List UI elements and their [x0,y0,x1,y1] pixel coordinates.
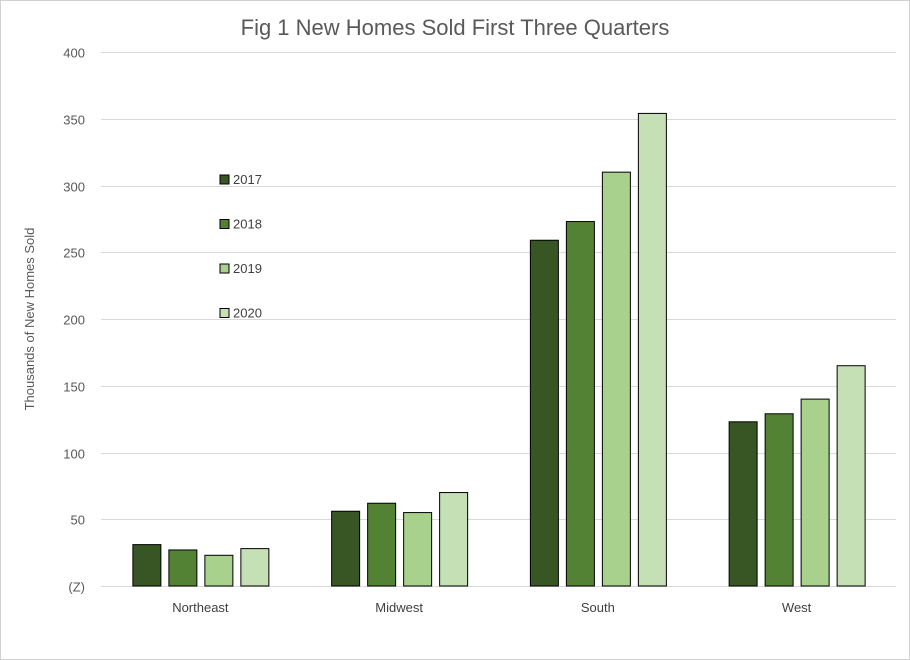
bar-south-2018 [565,221,595,587]
y-tick-label: 350 [63,113,85,128]
legend-label: 2017 [233,172,262,187]
y-tick-label: 400 [63,46,85,61]
chart-title: Fig 1 New Homes Sold First Three Quarter… [241,15,670,40]
bar-northeast-2018 [168,549,198,587]
legend-swatch-2017 [219,174,230,185]
bar-northeast-2020 [240,548,270,587]
bar-northeast-2019 [204,554,234,587]
y-tick-label: 100 [63,447,85,462]
bar-south-2020 [637,112,667,587]
bars [132,112,866,587]
y-tick-label: 250 [63,246,85,261]
legend-swatch-2019 [219,263,230,274]
legend-label: 2020 [233,306,262,321]
y-tick-label: 300 [63,180,85,195]
gridlines [101,52,896,587]
bar-south-2019 [601,171,631,587]
y-axis-title: Thousands of New Homes Sold [22,228,37,411]
x-category-label: West [782,600,812,615]
bar-midwest-2018 [367,502,397,587]
x-category-label: South [581,600,615,615]
x-axis-categories: Northeast Midwest South West [172,600,812,615]
legend-swatch-2018 [219,219,230,229]
x-category-label: Midwest [375,600,423,615]
bar-midwest-2017 [331,510,361,587]
legend-label: 2018 [233,217,262,232]
y-tick-label: (Z) [68,580,85,595]
bar-midwest-2019 [403,512,433,587]
bar-west-2018 [764,413,794,587]
legend-label: 2019 [233,261,262,276]
bar-south-2017 [529,239,559,587]
bar-midwest-2020 [439,492,469,587]
y-tick-label: 150 [63,380,85,395]
y-tick-label: 200 [63,313,85,328]
bar-west-2017 [728,421,758,587]
y-tick-label: 50 [71,513,85,528]
y-axis-ticks: (Z) 50 100 150 200 250 300 350 400 [63,46,85,595]
legend-swatch-2020 [219,308,230,318]
legend: 2017 2018 2019 2020 [219,172,262,321]
x-category-label: Northeast [172,600,229,615]
bar-west-2019 [800,398,830,587]
bar-northeast-2017 [132,544,162,587]
bar-west-2020 [836,365,866,587]
